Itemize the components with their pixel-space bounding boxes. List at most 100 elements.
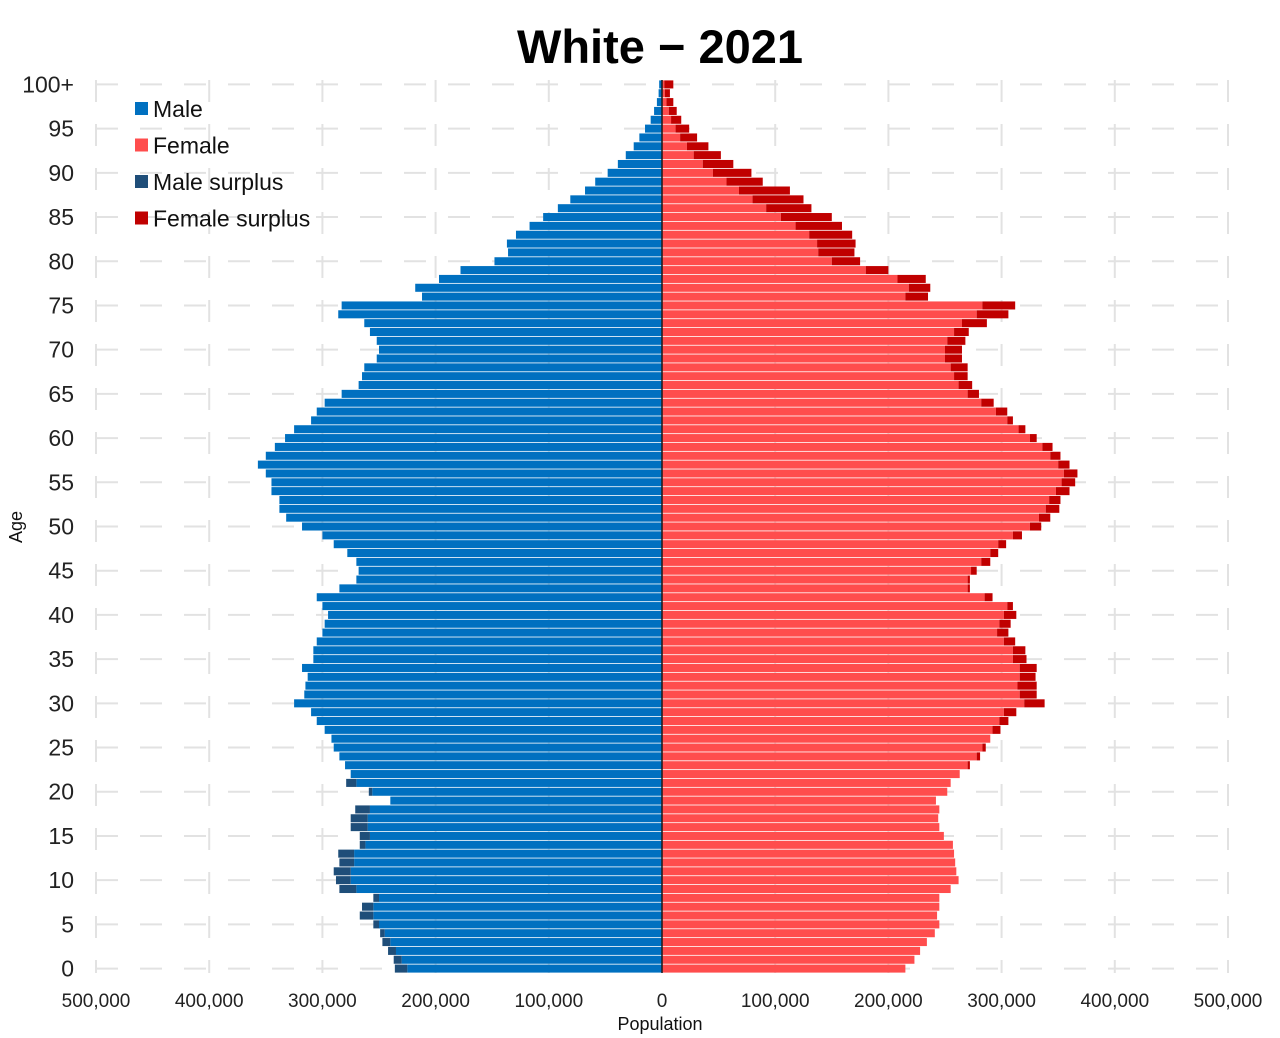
bar-female-surplus-age-54 <box>1055 487 1070 496</box>
x-tick-label: 400,000 <box>175 991 244 1012</box>
bar-male-age-88 <box>585 186 662 195</box>
bar-female-age-61 <box>662 425 1019 434</box>
bar-male-age-21 <box>356 778 662 787</box>
y-tick-label: 30 <box>48 690 74 716</box>
bar-male-age-53 <box>279 495 662 504</box>
bar-male-age-28 <box>316 716 662 726</box>
bar-female-surplus-age-66 <box>958 381 973 390</box>
x-axis-label: Population <box>617 1014 702 1034</box>
bar-male-surplus-age-18 <box>355 805 370 814</box>
bar-male-age-10 <box>350 876 662 885</box>
bar-male-age-44 <box>356 575 662 584</box>
bar-male-age-92 <box>625 151 662 160</box>
bar-male-age-14 <box>365 840 662 849</box>
bar-female-age-49 <box>662 531 1013 540</box>
bar-male-surplus-age-20 <box>368 787 373 796</box>
bar-male-age-0 <box>407 964 662 973</box>
bar-female-age-21 <box>662 778 951 787</box>
bar-female-age-28 <box>662 716 1000 726</box>
bar-female-surplus-age-76 <box>905 292 929 301</box>
y-tick-label: 40 <box>48 602 74 628</box>
bar-female-age-6 <box>662 911 938 920</box>
bar-female-surplus-age-90 <box>712 168 752 177</box>
bar-male-age-56 <box>265 469 662 478</box>
bar-female-age-74 <box>662 310 977 319</box>
bar-male-surplus-age-10 <box>335 876 351 885</box>
bar-female-surplus-age-94 <box>680 133 698 142</box>
bar-female-surplus-age-34 <box>1019 663 1037 672</box>
bar-male-age-34 <box>302 663 662 672</box>
bar-male-age-37 <box>316 637 662 646</box>
bar-female-age-9 <box>662 884 951 894</box>
bar-male-age-2 <box>395 946 662 955</box>
x-tick-label: 400,000 <box>1080 991 1149 1012</box>
bar-male-age-15 <box>369 831 662 840</box>
bar-female-surplus-age-74 <box>976 310 1009 319</box>
bar-male-age-52 <box>279 504 662 513</box>
bar-female-surplus-age-51 <box>1038 513 1051 522</box>
legend-label: Male <box>153 96 203 122</box>
bar-male-age-81 <box>508 248 662 257</box>
bar-female-age-8 <box>662 893 940 902</box>
bar-female-age-93 <box>662 142 687 151</box>
y-tick-label: 75 <box>48 292 74 318</box>
bar-female-surplus-age-41 <box>1007 602 1013 611</box>
bar-male-age-91 <box>617 159 662 169</box>
bar-female-surplus-age-40 <box>1003 610 1017 619</box>
legend-label: Female <box>153 133 230 159</box>
bar-female-age-86 <box>662 204 767 213</box>
bar-female-age-92 <box>662 151 694 160</box>
bar-female-surplus-age-60 <box>1029 434 1037 443</box>
bar-female-age-80 <box>662 257 832 266</box>
bar-male-age-54 <box>271 487 662 496</box>
x-tick-label: 0 <box>657 991 668 1012</box>
bar-male-age-98 <box>656 98 662 107</box>
bar-female-age-56 <box>662 469 1064 478</box>
x-tick-label: 200,000 <box>854 991 923 1012</box>
bar-female-surplus-age-80 <box>831 257 861 266</box>
bar-male-surplus-age-1 <box>393 955 402 964</box>
bar-male-age-82 <box>506 239 662 248</box>
bar-male-age-22 <box>350 770 662 779</box>
bar-female-age-53 <box>662 495 1050 504</box>
bar-male-age-8 <box>379 893 662 902</box>
bar-female-age-20 <box>662 787 948 796</box>
bar-female-surplus-age-91 <box>702 159 734 169</box>
bar-male-age-65 <box>341 389 662 398</box>
legend: Male Female Male surplus Female surplus <box>135 96 310 232</box>
bar-male-age-93 <box>633 142 662 151</box>
bar-female-surplus-age-70 <box>945 345 962 354</box>
bar-female-surplus-age-89 <box>726 177 763 186</box>
bar-male-surplus-age-17 <box>350 814 368 823</box>
bar-female-surplus-age-39 <box>999 619 1011 628</box>
bar-male-age-16 <box>367 823 662 832</box>
y-tick-label: 5 <box>61 911 74 937</box>
bar-male-age-60 <box>285 434 662 443</box>
legend-swatch <box>135 138 148 152</box>
bar-female-age-18 <box>662 805 940 814</box>
bar-female-surplus-age-53 <box>1049 495 1061 504</box>
bar-female-surplus-age-100 <box>664 80 674 89</box>
x-tick-label: 100,000 <box>514 991 583 1012</box>
bar-female-age-12 <box>662 858 956 867</box>
bar-female-surplus-age-67 <box>954 372 968 381</box>
bar-male-age-12 <box>354 858 662 867</box>
x-axis-ticks: 500,000 400,000 300,000 200,000 100,000 0 100,… <box>62 991 1263 1012</box>
bar-female-age-35 <box>662 655 1013 664</box>
bar-male-age-55 <box>271 478 662 487</box>
bar-female-age-66 <box>662 381 959 390</box>
bar-female-age-89 <box>662 177 727 186</box>
bar-female-surplus-age-24 <box>976 752 981 761</box>
bar-female-age-52 <box>662 504 1046 513</box>
bar-female-age-27 <box>662 725 993 734</box>
bar-female-surplus-age-58 <box>1050 451 1061 460</box>
bar-female-age-1 <box>662 955 915 964</box>
x-tick-label: 500,000 <box>62 991 131 1012</box>
y-tick-label: 100+ <box>22 71 74 97</box>
y-tick-label: 80 <box>48 248 74 274</box>
bar-male-age-75 <box>341 301 662 310</box>
bar-female-surplus-age-97 <box>668 106 677 115</box>
bar-female-age-88 <box>662 186 739 195</box>
bar-male-age-40 <box>328 610 662 619</box>
